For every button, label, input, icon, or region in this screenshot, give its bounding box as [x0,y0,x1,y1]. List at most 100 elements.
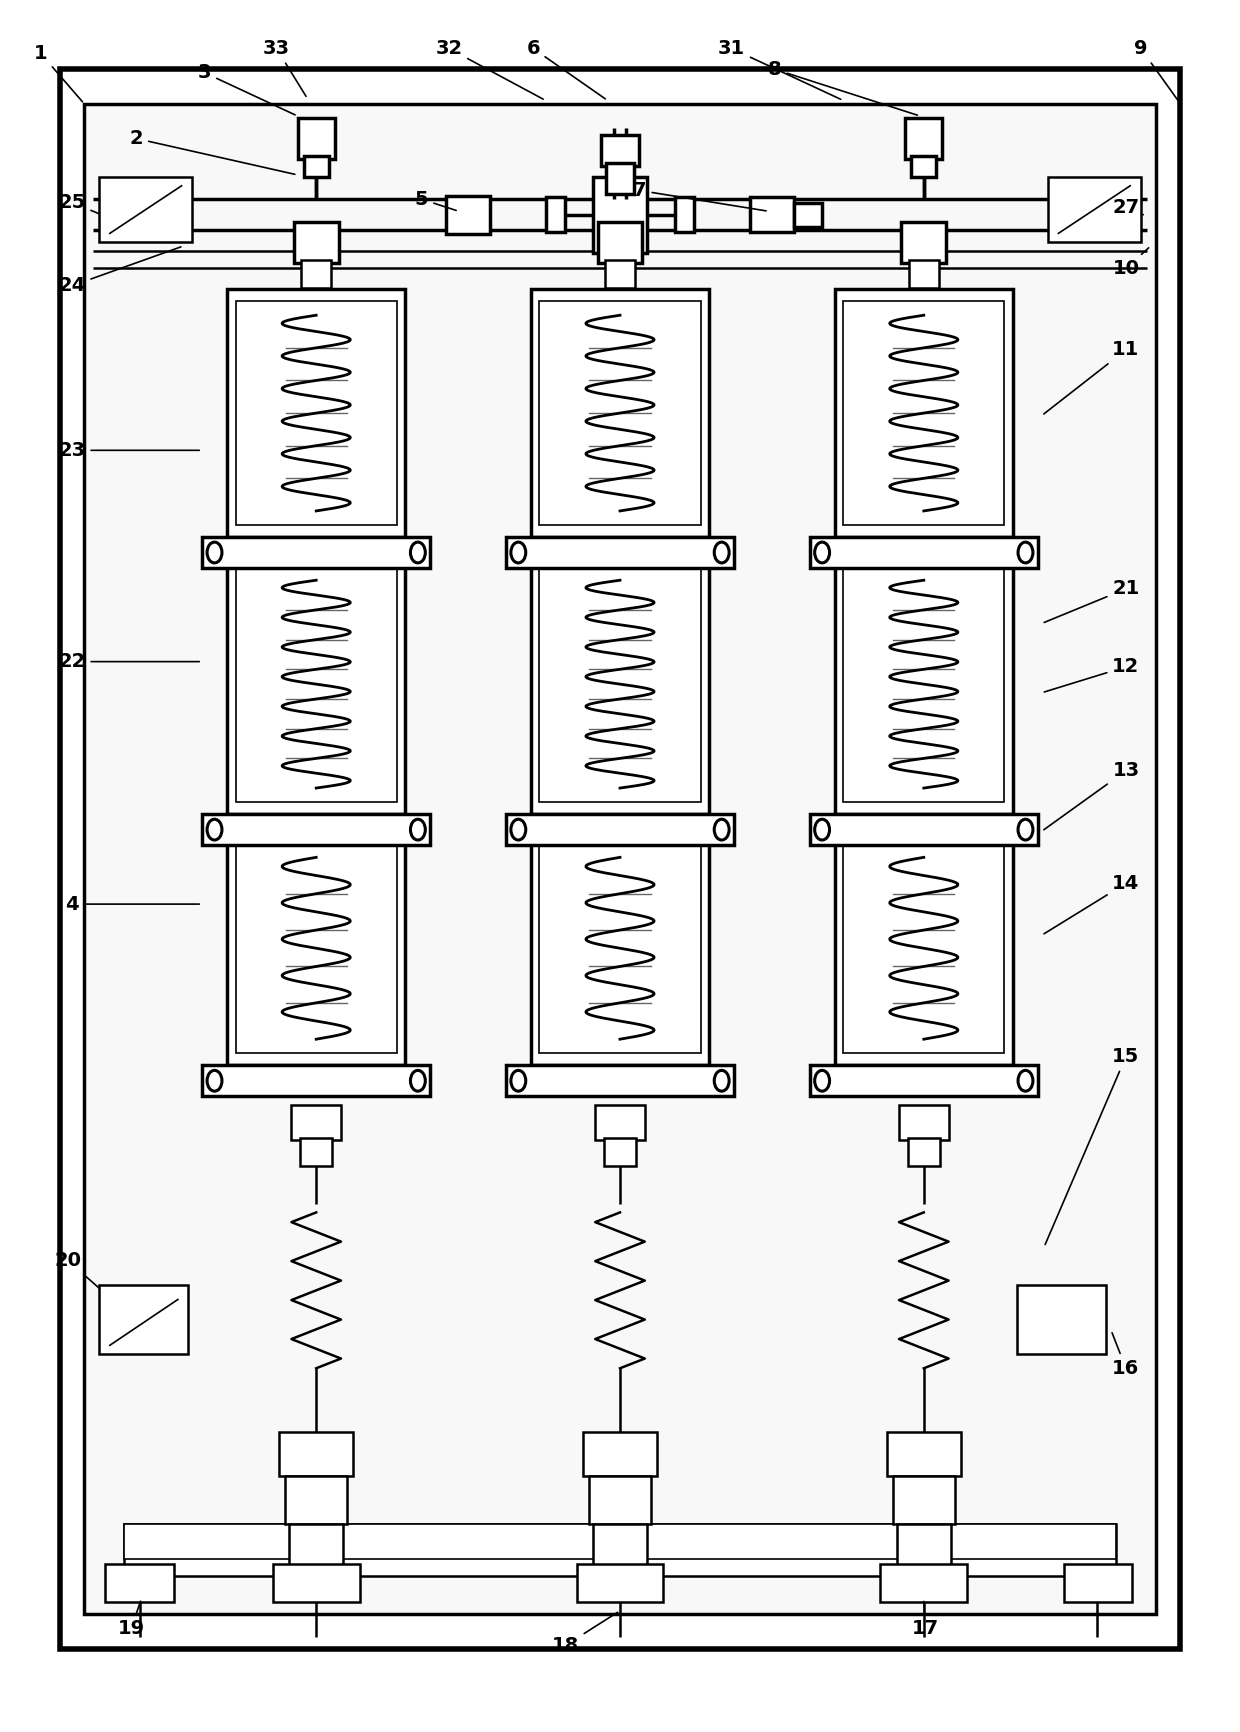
Circle shape [714,542,729,563]
Bar [593,1524,647,1567]
Text: 22: 22 [58,653,200,670]
Circle shape [1018,819,1033,840]
Circle shape [714,1070,729,1091]
Bar [291,1105,341,1140]
Bar [908,1138,940,1166]
Text: 8: 8 [769,61,918,116]
Circle shape [511,819,526,840]
Bar [887,1432,961,1476]
Bar [531,831,709,1065]
Bar [236,843,397,1053]
Text: 13: 13 [1044,762,1140,830]
Text: 21: 21 [1044,580,1140,622]
Text: 24: 24 [58,248,181,294]
Bar [589,1476,651,1524]
Bar [843,843,1004,1053]
Bar [577,1564,663,1602]
Text: 18: 18 [552,1612,618,1654]
Text: 4: 4 [66,895,200,913]
Text: 33: 33 [263,40,306,97]
Bar [795,203,822,227]
Bar [227,554,405,814]
Text: 19: 19 [118,1602,145,1637]
Bar [446,196,490,234]
Bar [598,222,642,263]
Bar [911,156,936,177]
Bar [202,814,430,845]
Bar [84,104,1156,1614]
Bar [810,814,1038,845]
Bar [236,566,397,802]
Bar [880,1564,967,1602]
Circle shape [815,542,830,563]
Bar [99,177,192,242]
Circle shape [207,1070,222,1091]
Text: 2: 2 [130,130,295,175]
Bar [583,1432,657,1476]
Bar [298,118,335,159]
Circle shape [815,819,830,840]
Bar [810,537,1038,568]
Bar [99,1285,188,1354]
Bar [1017,1285,1106,1354]
Circle shape [511,542,526,563]
Circle shape [1018,542,1033,563]
Text: 3: 3 [198,64,295,114]
Bar [539,566,701,802]
Circle shape [410,542,425,563]
Bar [601,135,639,166]
Bar [810,1065,1038,1096]
Text: 31: 31 [718,40,841,99]
Text: 15: 15 [1045,1048,1140,1245]
Bar [202,1065,430,1096]
Circle shape [207,819,222,840]
Bar [899,1105,949,1140]
Circle shape [714,819,729,840]
Bar [835,554,1013,814]
Bar [279,1432,353,1476]
Bar [835,289,1013,537]
Bar [595,1105,645,1140]
Text: 12: 12 [1044,658,1140,693]
Bar [227,289,405,537]
Bar [531,289,709,537]
Bar [593,177,647,253]
Bar [105,1564,174,1602]
Text: 16: 16 [1112,1332,1140,1377]
Circle shape [815,1070,830,1091]
Text: 17: 17 [911,1602,939,1637]
Bar [506,1065,734,1096]
Text: 32: 32 [435,40,543,99]
Text: 20: 20 [55,1252,99,1289]
Bar [905,118,942,159]
Bar [605,260,635,288]
Bar [300,1138,332,1166]
Bar [539,301,701,525]
Bar [909,260,939,288]
Text: 11: 11 [1044,341,1140,414]
Bar [1064,1564,1132,1602]
Bar [273,1564,360,1602]
Bar [301,260,331,288]
Bar [506,814,734,845]
Circle shape [410,819,425,840]
Bar [304,156,329,177]
Bar [531,554,709,814]
Circle shape [410,1070,425,1091]
Bar [901,222,946,263]
Bar [294,222,339,263]
Text: 25: 25 [58,194,99,213]
Bar [506,537,734,568]
Bar [749,197,795,232]
Bar [202,537,430,568]
Circle shape [207,542,222,563]
Text: 1: 1 [35,45,83,102]
Bar [843,301,1004,525]
Bar [835,831,1013,1065]
Text: 6: 6 [527,40,605,99]
Bar [604,1138,636,1166]
Bar [227,831,405,1065]
Bar [285,1476,347,1524]
Bar [236,301,397,525]
Circle shape [511,1070,526,1091]
